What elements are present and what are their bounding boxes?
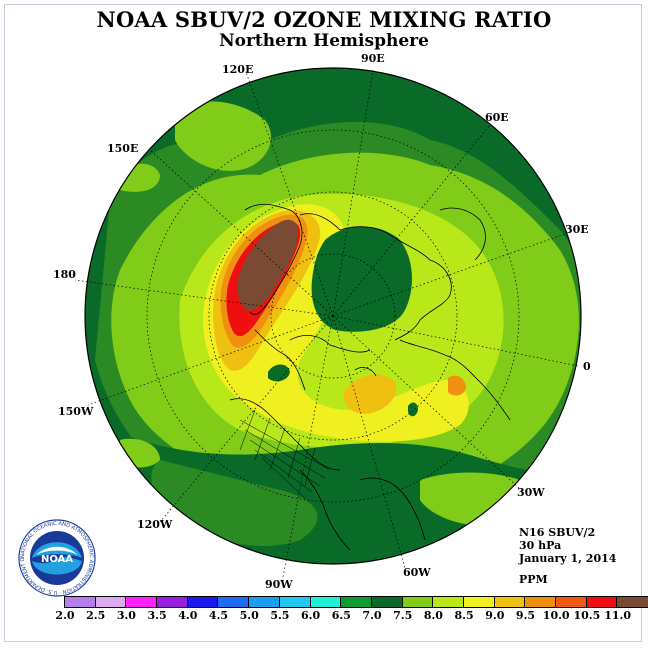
colorbar-swatch — [65, 597, 96, 607]
colorbar-tick-label: 11.0 — [604, 609, 631, 622]
colorbar-tick-label: 8.5 — [454, 609, 474, 622]
colorbar-swatch — [371, 597, 403, 607]
colorbar-swatch — [95, 597, 127, 607]
colorbar-tick-label: 6.5 — [331, 609, 351, 622]
colorbar-tick-label: 9.5 — [515, 609, 536, 622]
colorbar-swatch — [433, 597, 464, 607]
pressure-level-label: 30 hPa — [519, 539, 562, 552]
map-title: NOAA SBUV/2 OZONE MIXING RATIO — [96, 7, 552, 32]
lon-label-30e: 30E — [565, 223, 589, 236]
colorbar-swatch — [279, 597, 311, 607]
dataset-info: N16 SBUV/2 30 hPa January 1, 2014 — [519, 526, 616, 565]
colorbar-swatch — [525, 597, 556, 607]
colorbar-swatch — [218, 597, 250, 607]
colorbar-swatch — [126, 597, 158, 607]
us-state-lines — [239, 409, 331, 499]
colorbar-swatch — [586, 597, 618, 607]
lon-label-30w: 30W — [517, 486, 545, 499]
colorbar-swatch — [494, 597, 526, 607]
page-frame — [4, 4, 642, 642]
colorbar-swatch — [617, 597, 648, 607]
colorbar-tick-label: 3.5 — [147, 609, 167, 622]
ozone-field — [85, 68, 581, 564]
colorbar-swatch — [157, 597, 188, 607]
lon-label-120e: 120E — [222, 63, 254, 76]
instrument-label: N16 SBUV/2 — [519, 526, 596, 539]
colorbar-swatch — [402, 597, 434, 607]
lon-label-60e: 60E — [485, 111, 509, 124]
colorbar-tick-label: 7.0 — [362, 609, 382, 622]
field-orange-europe — [448, 375, 466, 396]
logo-gull — [36, 546, 78, 555]
logo-text: NOAA — [41, 554, 73, 565]
colorbar-swatch — [249, 597, 280, 607]
colorbar-tick-label: 3.0 — [116, 609, 136, 622]
field-orange-atlantic — [343, 374, 396, 414]
lon-label-90e: 90E — [361, 52, 385, 65]
lon-label-90w: 90W — [265, 578, 293, 591]
colorbar-tick-label: 8.0 — [423, 609, 443, 622]
noaa-logo: NATIONAL OCEANIC AND ATMOSPHERIC ADMINIS… — [18, 519, 96, 597]
colorbar-tick-label: 6.0 — [301, 609, 321, 622]
colorbar-swatch — [187, 597, 219, 607]
graticule — [74, 69, 579, 578]
colorbar-swatch — [341, 597, 372, 607]
colorbar-tick-label: 9.0 — [485, 609, 505, 622]
field-dark-green-low — [311, 226, 412, 332]
map-outline — [84, 67, 582, 565]
lon-label-60w: 60W — [403, 566, 431, 579]
colorbar-tick-label: 4.0 — [178, 609, 198, 622]
coastlines — [229, 203, 511, 551]
colorbar-tick-label: 10.0 — [542, 609, 570, 622]
colorbar-tick-label: 7.5 — [393, 609, 413, 622]
colorbar-tick-label: 5.0 — [239, 609, 259, 622]
field-dark-green-small — [268, 364, 290, 382]
lon-label-180: 180 — [53, 268, 76, 281]
logo-wave — [32, 557, 82, 575]
date-label: January 1, 2014 — [519, 552, 617, 565]
colorbar-tick-label: 2.0 — [55, 609, 75, 622]
colorbar-swatch — [310, 597, 342, 607]
colorbar-swatch — [556, 597, 587, 607]
field-blob-nw — [175, 101, 271, 171]
lon-label-150w: 150W — [58, 405, 94, 418]
field-brown-max — [237, 219, 299, 311]
colorbar-tick-label: 10.5 — [573, 609, 601, 622]
map-subtitle: Northern Hemisphere — [219, 31, 429, 51]
lon-label-150e: 150E — [107, 142, 139, 155]
colorbar-swatch — [463, 597, 495, 607]
field-dark-green-europe — [408, 402, 418, 417]
lon-label-0: 0 — [583, 360, 591, 373]
colorbar-tick-label: 5.5 — [270, 609, 290, 622]
colorbar — [64, 596, 648, 608]
lon-label-120w: 120W — [137, 518, 173, 531]
colorbar-tick-label: 4.5 — [208, 609, 229, 622]
colorbar-tick-label: 2.5 — [86, 609, 106, 622]
units-label: PPM — [519, 573, 548, 586]
